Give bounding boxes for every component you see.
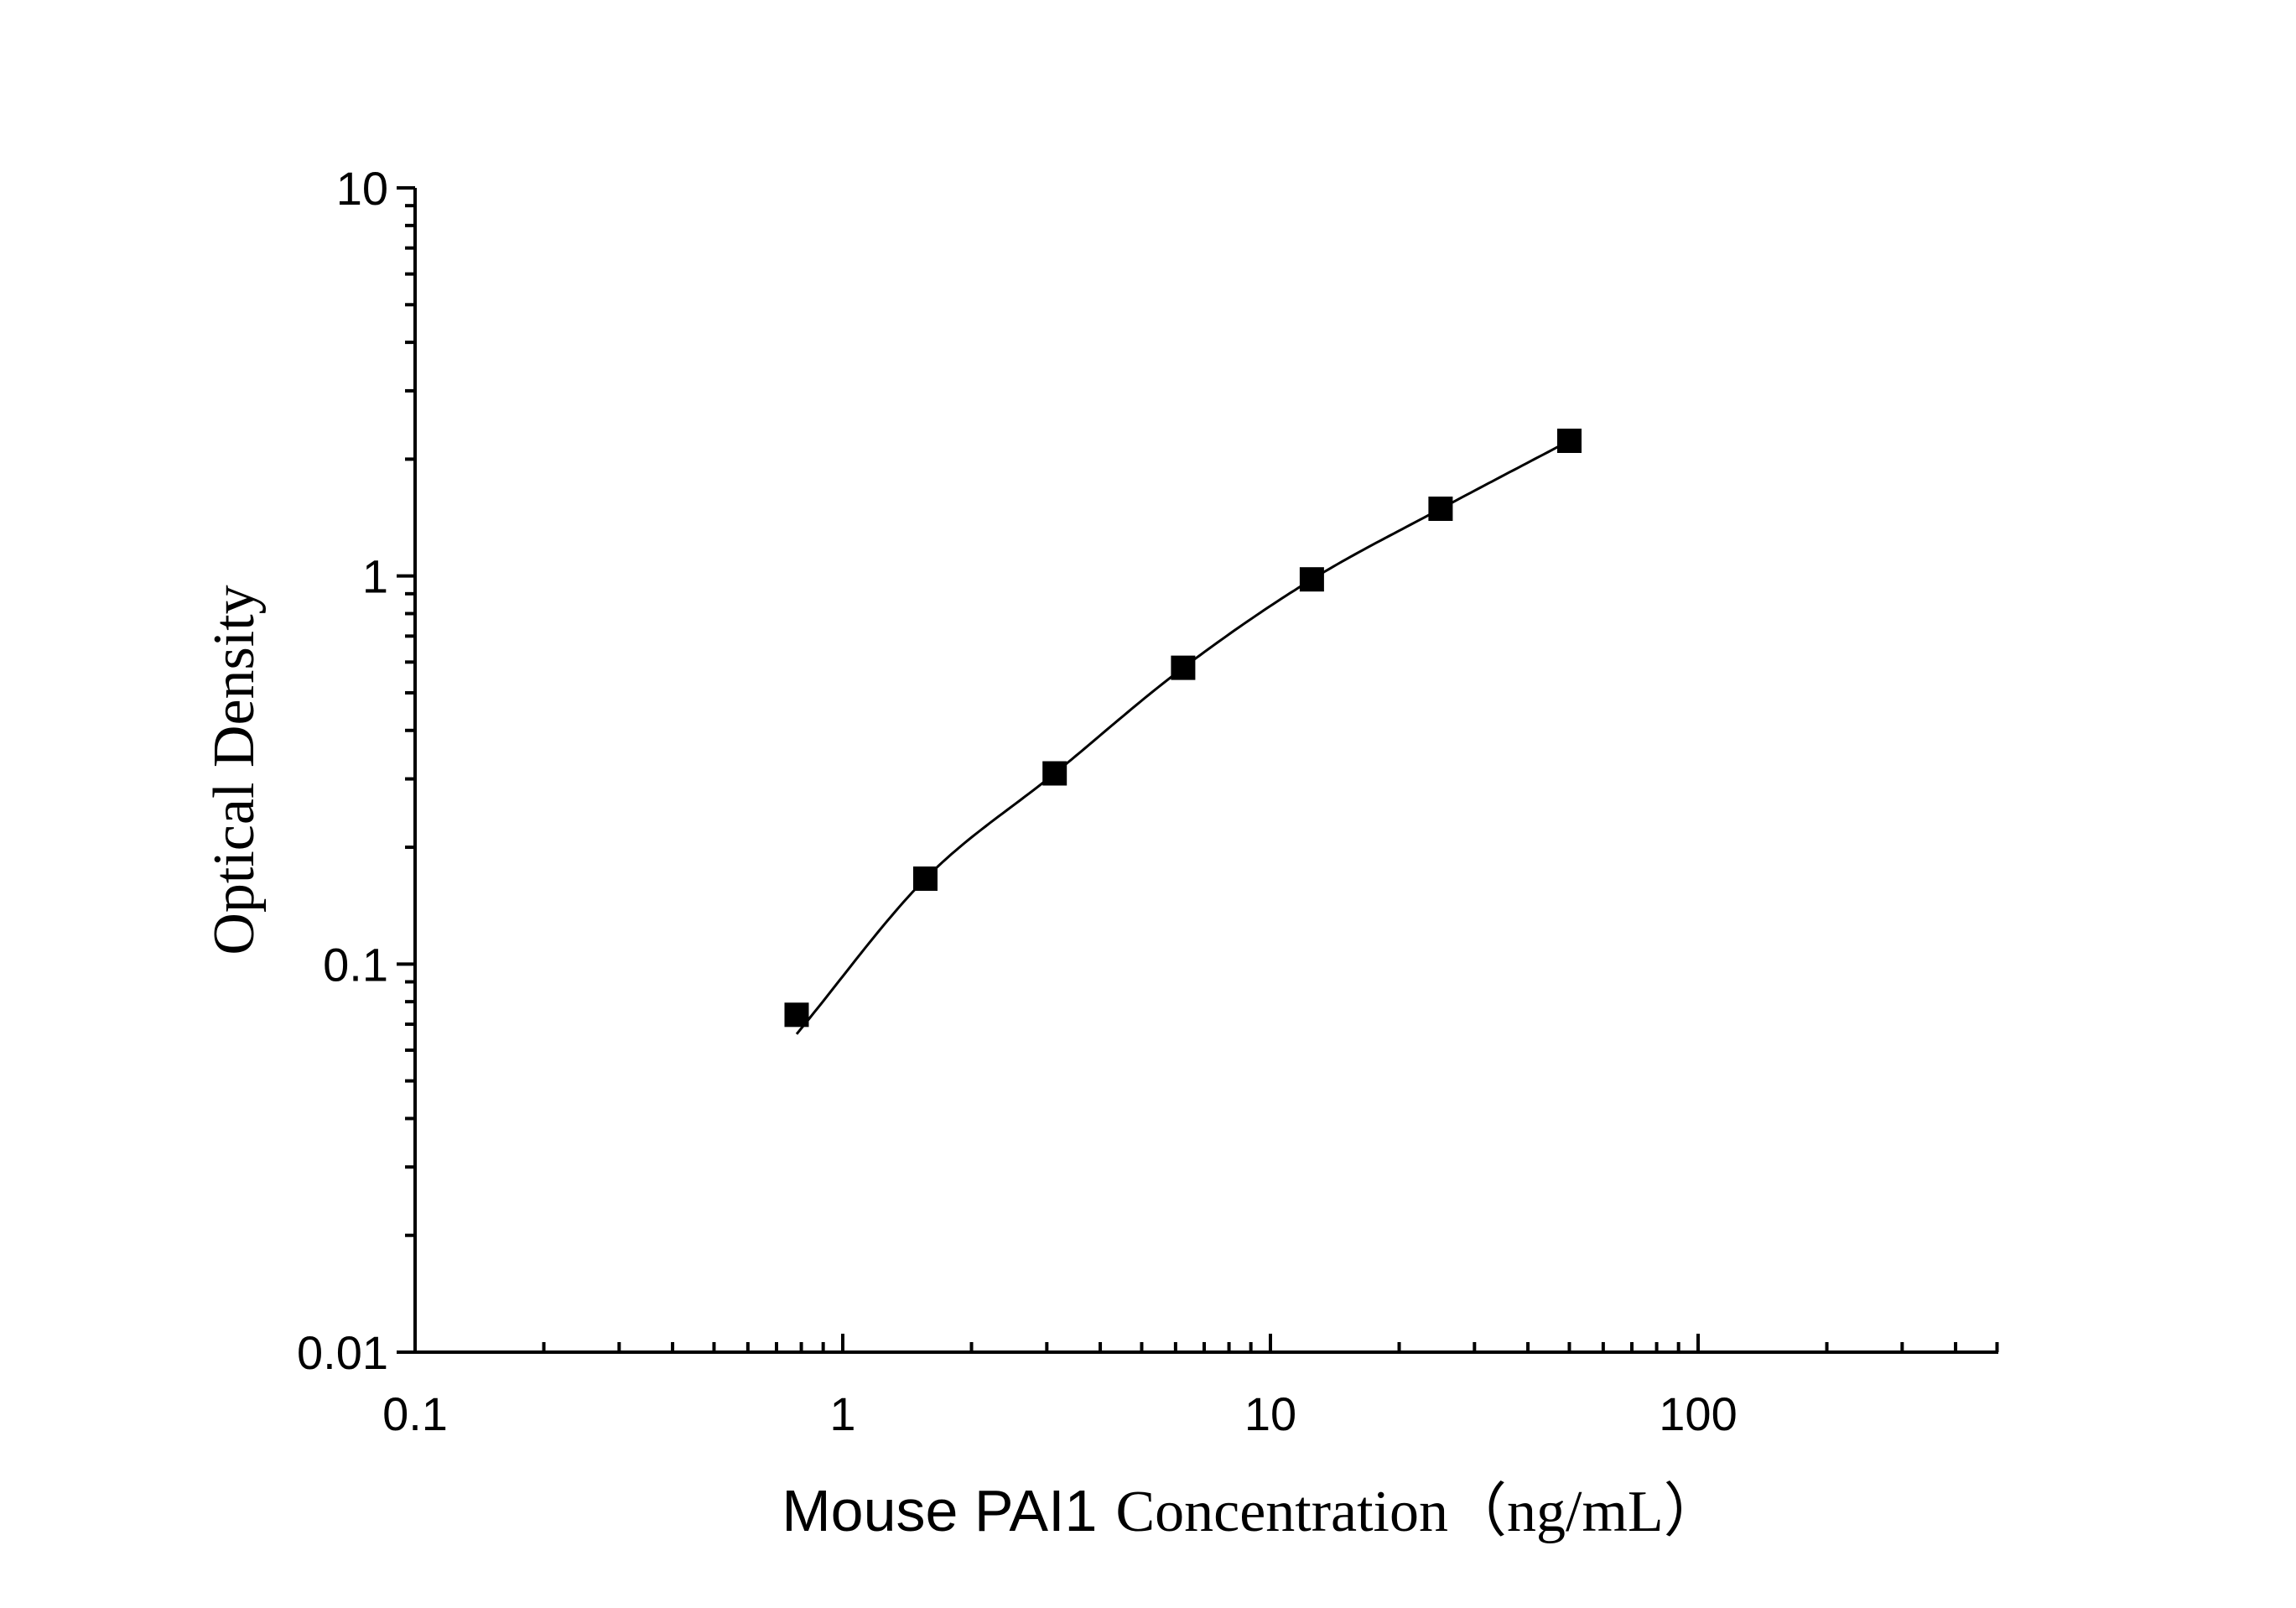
x-axis-title-suffix: Concentration（ng/mL）: [1115, 1480, 1722, 1544]
data-points: [784, 429, 1582, 1028]
x-axis-ticks: [413, 1334, 1999, 1352]
y-axis-tick-labels: 0.01 0.1 1 10: [297, 162, 388, 1379]
x-tick-label: 0.1: [382, 1387, 448, 1440]
data-point-marker: [784, 1002, 809, 1028]
x-tick-label: 100: [1659, 1387, 1737, 1440]
data-point-marker: [1299, 567, 1324, 592]
data-point-marker: [1557, 429, 1582, 453]
x-axis-tick-labels: 0.1 1 10 100: [382, 1387, 1738, 1440]
x-tick-label: 1: [829, 1387, 855, 1440]
x-tick-label: 10: [1244, 1387, 1296, 1440]
y-axis-ticks: [397, 185, 415, 1354]
y-tick-label: 0.1: [323, 938, 388, 991]
axes: 0.1 1 10 100 0.01 0.1 1 10: [297, 162, 1999, 1440]
y-tick-label: 0.01: [297, 1326, 388, 1379]
x-axis-title: Mouse PAI1 Concentration（ng/mL）: [782, 1478, 1722, 1544]
data-point-marker: [1428, 497, 1453, 521]
data-point-marker: [913, 866, 938, 891]
fit-curve: [795, 440, 1571, 1035]
y-axis-title: Optical Density: [202, 585, 267, 955]
x-axis-title-prefix: Mouse PAI1: [782, 1478, 1097, 1543]
y-tick-label: 10: [336, 162, 388, 215]
fit-curve-layer: [795, 440, 1571, 1035]
y-tick-label: 1: [362, 550, 388, 603]
data-point-marker: [1042, 761, 1067, 786]
data-point-marker: [1171, 655, 1196, 680]
